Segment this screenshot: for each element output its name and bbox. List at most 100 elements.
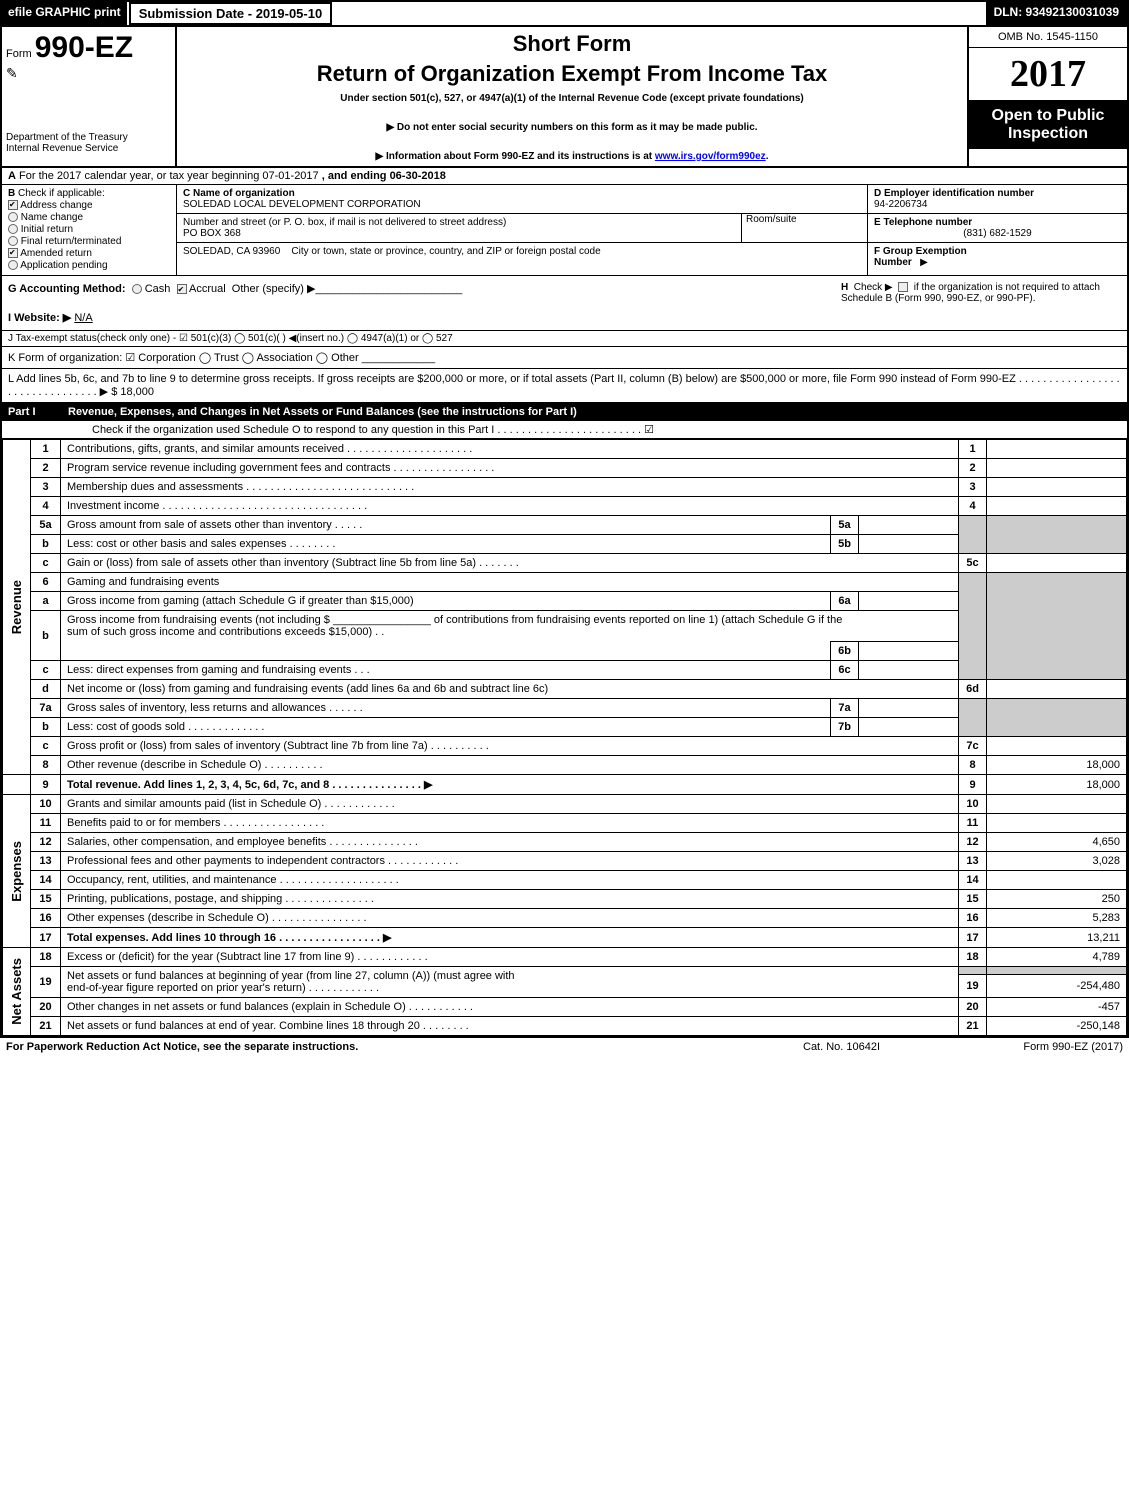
line-17: 17 Total expenses. Add lines 10 through … xyxy=(3,928,1127,948)
return-title: Return of Organization Exempt From Incom… xyxy=(187,61,957,87)
tax-year: 2017 xyxy=(969,48,1127,101)
label-a: A xyxy=(8,170,16,182)
form-ref: Form 990-EZ (2017) xyxy=(963,1041,1123,1053)
line-21: 21 Net assets or fund balances at end of… xyxy=(3,1017,1127,1036)
other-specify: Other (specify) ▶ xyxy=(232,283,316,295)
radio-cash[interactable] xyxy=(132,284,142,294)
c-label: C Name of organization xyxy=(183,188,861,199)
section-g: G Accounting Method: Cash Accrual Other … xyxy=(2,276,1127,331)
ein-value: 94-2206734 xyxy=(874,199,927,210)
line-7a: 7a Gross sales of inventory, less return… xyxy=(3,699,1127,718)
line-5c: c Gain or (loss) from sale of assets oth… xyxy=(3,554,1127,573)
line-12: 12 Salaries, other compensation, and emp… xyxy=(3,833,1127,852)
line-7b: b Less: cost of goods sold . . . . . . .… xyxy=(3,718,1127,737)
header-left: Form 990-EZ ✎ Department of the Treasury… xyxy=(2,27,177,166)
header-center: Short Form Return of Organization Exempt… xyxy=(177,27,967,166)
h-check-text: Check ▶ xyxy=(854,282,893,293)
submission-date: Submission Date - 2019-05-10 xyxy=(129,2,333,25)
top-bar: efile GRAPHIC print Submission Date - 20… xyxy=(2,2,1127,27)
line-3: 3 Membership dues and assessments . . . … xyxy=(3,478,1127,497)
line-6a: a Gross income from gaming (attach Sched… xyxy=(3,592,1127,611)
d-label: D Employer identification number xyxy=(874,188,1034,199)
city-row: SOLEDAD, CA 93960 City or town, state or… xyxy=(177,243,867,260)
b-label: B xyxy=(8,188,15,199)
ein-row: D Employer identification number 94-2206… xyxy=(868,185,1127,214)
b-checkboxes: B Check if applicable: Address change Na… xyxy=(2,185,177,275)
form-container: efile GRAPHIC print Submission Date - 20… xyxy=(0,0,1129,1038)
notice-suffix: . xyxy=(766,151,769,162)
line-6b-val: 6b xyxy=(3,642,1127,661)
accrual-label: Accrual xyxy=(189,283,226,295)
e-label: E Telephone number xyxy=(874,217,972,228)
form-prefix: Form xyxy=(6,48,32,60)
b-right: D Employer identification number 94-2206… xyxy=(867,185,1127,275)
part1-header: Part I Revenue, Expenses, and Changes in… xyxy=(2,403,1127,421)
check-amended-return[interactable]: Amended return xyxy=(8,248,170,259)
line-7c: c Gross profit or (loss) from sales of i… xyxy=(3,737,1127,756)
addr-value: PO BOX 368 xyxy=(183,228,241,239)
check-application-pending[interactable]: Application pending xyxy=(8,260,170,271)
org-name: SOLEDAD LOCAL DEVELOPMENT CORPORATION xyxy=(183,199,861,210)
line-19a: 19 Net assets or fund balances at beginn… xyxy=(3,967,1127,975)
vlabel-expenses: Expenses xyxy=(3,795,31,948)
line-5a: 5a Gross amount from sale of assets othe… xyxy=(3,516,1127,535)
group-exemption-row: F Group Exemption Number ▶ xyxy=(868,243,1127,271)
section-b: B Check if applicable: Address change Na… xyxy=(2,185,1127,276)
row-j-taxexempt: J Tax-exempt status(check only one) - ☑ … xyxy=(2,331,1127,347)
f-arrow: ▶ xyxy=(920,257,928,268)
g-label: G Accounting Method: xyxy=(8,283,126,295)
check-final-return[interactable]: Final return/terminated xyxy=(8,236,170,247)
part1-label: Part I xyxy=(8,406,68,418)
form-header: Form 990-EZ ✎ Department of the Treasury… xyxy=(2,27,1127,168)
address-row: Number and street (or P. O. box, if mail… xyxy=(177,214,867,243)
omb-number: OMB No. 1545-1150 xyxy=(969,27,1127,48)
part1-subhead: Check if the organization used Schedule … xyxy=(2,421,1127,439)
room-label: Room/suite xyxy=(746,214,797,225)
line-11: 11 Benefits paid to or for members . . .… xyxy=(3,814,1127,833)
line-6: 6 Gaming and fundraising events xyxy=(3,573,1127,592)
b-title: Check if applicable: xyxy=(18,188,105,199)
form-number: 990-EZ xyxy=(35,31,133,64)
line-10: Expenses 10 Grants and similar amounts p… xyxy=(3,795,1127,814)
row-a-taxyear: A For the 2017 calendar year, or tax yea… xyxy=(2,168,1127,185)
vlabel-revenue: Revenue xyxy=(3,440,31,775)
phone-value: (831) 682-1529 xyxy=(874,228,1121,239)
line-4: 4 Investment income . . . . . . . . . . … xyxy=(3,497,1127,516)
ssn-notice: ▶ Do not enter social security numbers o… xyxy=(187,122,957,133)
line-1: Revenue 1 Contributions, gifts, grants, … xyxy=(3,440,1127,459)
line-16: 16 Other expenses (describe in Schedule … xyxy=(3,909,1127,928)
under-section: Under section 501(c), 527, or 4947(a)(1)… xyxy=(187,93,957,104)
line-6b: b Gross income from fundraising events (… xyxy=(3,611,1127,642)
line-5b: b Less: cost or other basis and sales ex… xyxy=(3,535,1127,554)
website-value: N/A xyxy=(74,312,92,324)
notice-prefix: ▶ Information about Form 990-EZ and its … xyxy=(376,151,655,162)
h-label: H xyxy=(841,282,848,293)
h-checkbox[interactable] xyxy=(898,282,908,292)
line-13: 13 Professional fees and other payments … xyxy=(3,852,1127,871)
l-text: L Add lines 5b, 6c, and 7b to line 9 to … xyxy=(8,373,1120,398)
check-accrual[interactable] xyxy=(177,284,187,294)
city-value: SOLEDAD, CA 93960 xyxy=(183,246,280,257)
open-to-public: Open to Public Inspection xyxy=(969,101,1127,149)
part1-table: Revenue 1 Contributions, gifts, grants, … xyxy=(2,439,1127,1036)
dln-label: DLN: 93492130031039 xyxy=(986,2,1127,25)
check-address-change[interactable]: Address change xyxy=(8,200,170,211)
paperwork-notice: For Paperwork Reduction Act Notice, see … xyxy=(6,1041,803,1053)
addr-label: Number and street (or P. O. box, if mail… xyxy=(183,217,506,228)
taxyear-end: , and ending 06-30-2018 xyxy=(322,170,446,182)
check-name-change[interactable]: Name change xyxy=(8,212,170,223)
irs-link[interactable]: www.irs.gov/form990ez xyxy=(655,151,766,162)
line-6d: d Net income or (loss) from gaming and f… xyxy=(3,680,1127,699)
check-initial-return[interactable]: Initial return xyxy=(8,224,170,235)
efile-print-button[interactable]: efile GRAPHIC print xyxy=(2,2,127,25)
phone-row: E Telephone number (831) 682-1529 xyxy=(868,214,1127,243)
cash-label: Cash xyxy=(145,283,171,295)
vlabel-netassets: Net Assets xyxy=(3,948,31,1036)
line-20: 20 Other changes in net assets or fund b… xyxy=(3,998,1127,1017)
l-amount: $ 18,000 xyxy=(111,386,154,398)
org-name-row: C Name of organization SOLEDAD LOCAL DEV… xyxy=(177,185,867,214)
row-k-orgform: K Form of organization: ☑ Corporation ◯ … xyxy=(2,347,1127,369)
catalog-number: Cat. No. 10642I xyxy=(803,1041,963,1053)
line-9: 9 Total revenue. Add lines 1, 2, 3, 4, 5… xyxy=(3,775,1127,795)
line-14: 14 Occupancy, rent, utilities, and maint… xyxy=(3,871,1127,890)
